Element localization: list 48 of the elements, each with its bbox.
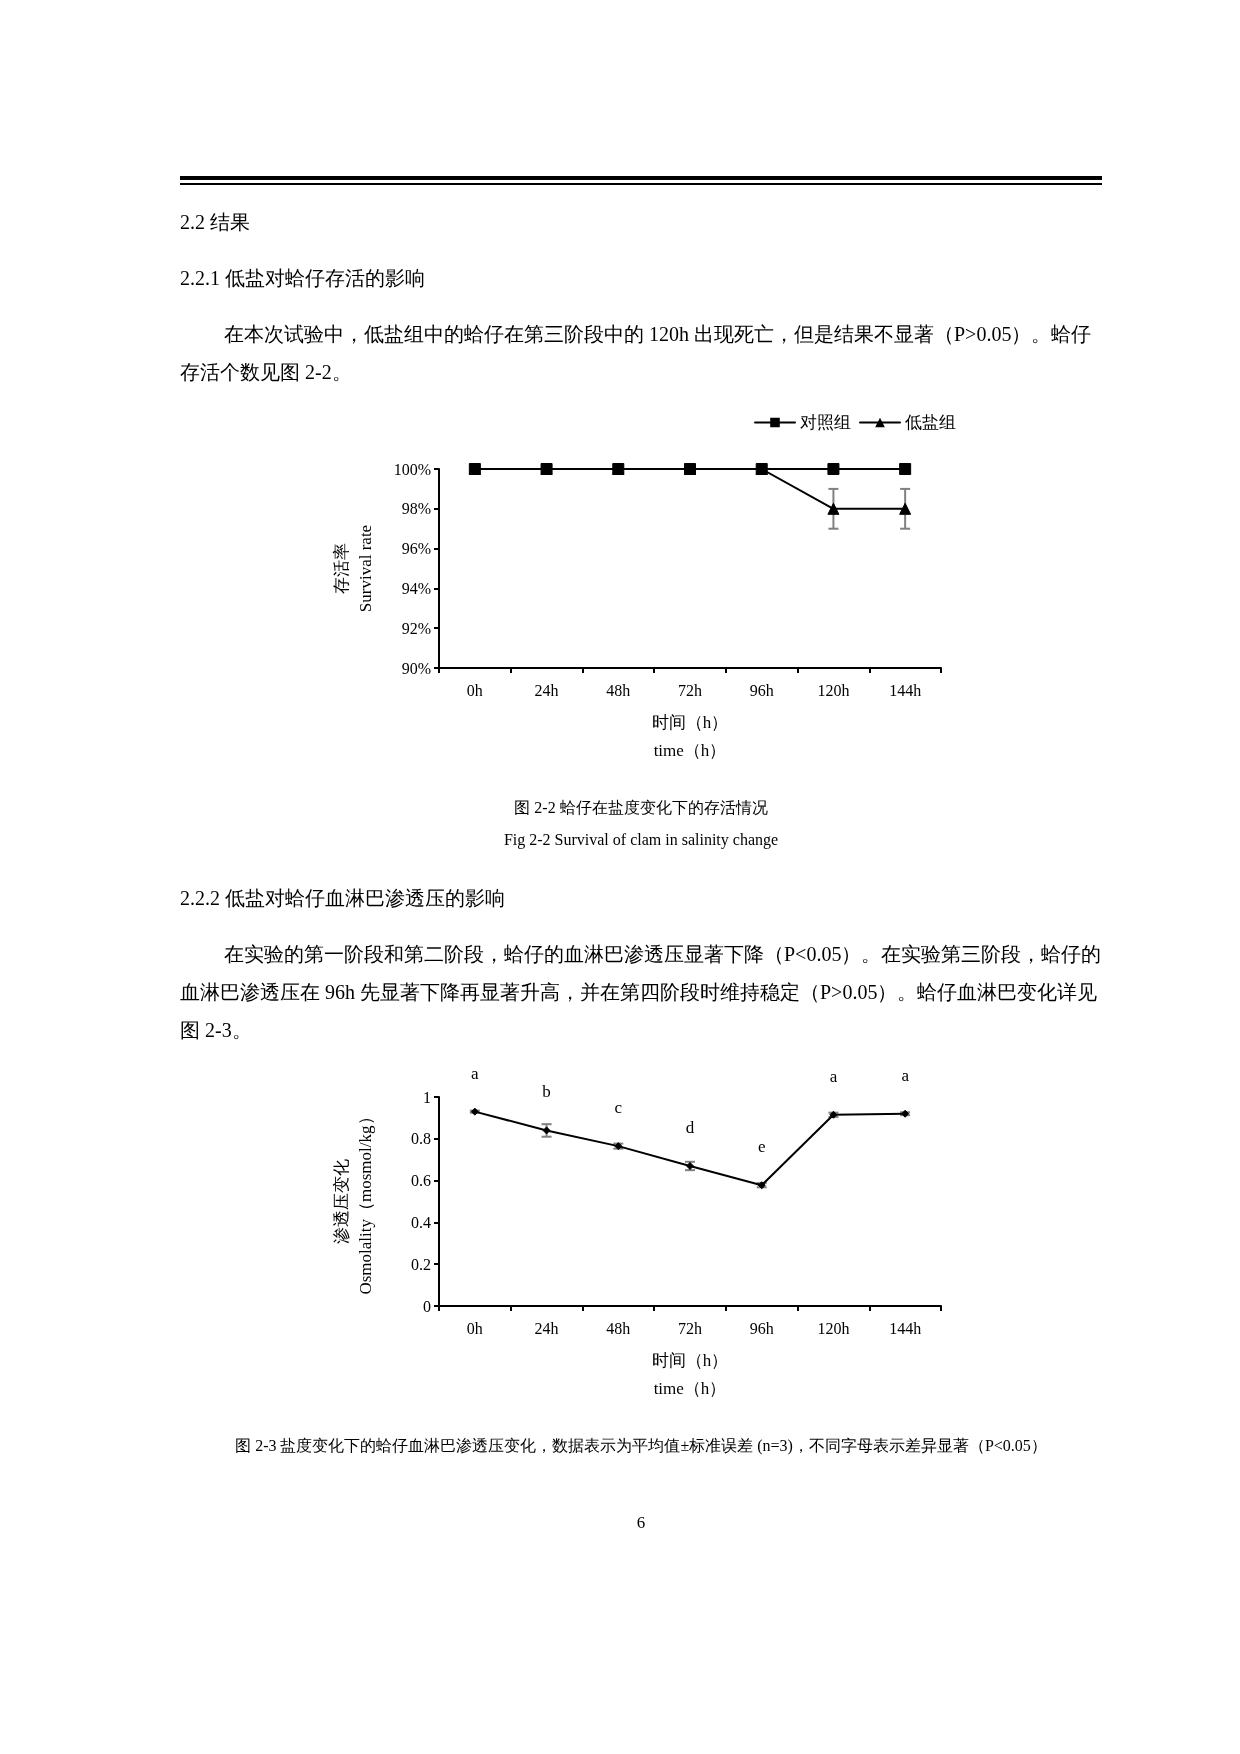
y-tick-label: 0.8 xyxy=(411,1130,431,1148)
x-axis-title: 时间（h） time（h） xyxy=(651,712,729,760)
y-tick-label: 98% xyxy=(401,500,431,518)
text: 图 2-2 蛤仔在盐度变化下的存活情况 xyxy=(513,798,769,818)
legend-label: 对照组 xyxy=(800,413,851,432)
y-tick-label: 0.4 xyxy=(411,1213,431,1231)
y-tick-label: 96% xyxy=(401,540,431,558)
annotation: e xyxy=(757,1137,766,1157)
x-tick-label: 96h xyxy=(749,681,774,699)
legend-label: 低盐组 xyxy=(905,413,956,432)
annotation: c xyxy=(614,1098,623,1118)
x-tick-label: 120h xyxy=(817,1319,850,1337)
x-tick-label: 144h xyxy=(889,1319,922,1337)
y-tick-label: 90% xyxy=(401,659,431,677)
x-tick-label: 72h xyxy=(678,1319,702,1337)
x-tick-label: 96h xyxy=(749,1319,774,1337)
x-tick-label: 24h xyxy=(534,1319,559,1337)
y-axis-title: 渗透压变化 Osmolality（mosmol/kg） xyxy=(331,1108,375,1295)
y-axis-title: 存活率 Survival rate xyxy=(331,524,375,613)
y-tick-label: 94% xyxy=(401,579,431,597)
text: 在本次试验中，低盐组中的蛤仔在第三阶段中的 120h 出现死亡，但是结果不显著（P>0.05）。蛤仔存活个数见图 2-2。 xyxy=(180,322,1093,385)
x-tick-label: 0h xyxy=(466,1319,483,1337)
x-tick-label: 24h xyxy=(534,681,559,699)
annotation: a xyxy=(901,1065,910,1085)
y-tick-label: 92% xyxy=(401,619,431,637)
x-tick-label: 48h xyxy=(606,1319,631,1337)
text: 图 2-3 盐度变化下的蛤仔血淋巴渗透压变化，数据表示为平均值±标准误差 (n=3)，不同字母表示差异显著（P<0.05） xyxy=(234,1436,1048,1457)
annotation: a xyxy=(829,1066,838,1086)
x-axis-title: 时间（h） time（h） xyxy=(651,1350,729,1398)
text: 2.2.1 低盐对蛤仔存活的影响 xyxy=(180,266,426,291)
x-tick-label: 144h xyxy=(889,681,922,699)
text: 在实验的第一阶段和第二阶段，蛤仔的血淋巴渗透压显著下降（P<0.05）。在实验第三阶段，蛤仔的血淋巴渗透压在 96h 先显著下降再显著升高，并在第四阶段时维持稳定（P>0.05）。蛤仔血淋巴变化详见图 2-3。 xyxy=(180,942,1102,1043)
annotation: b xyxy=(542,1082,551,1102)
text: Fig 2-2 Survival of clam in salinity change xyxy=(502,831,780,849)
x-tick-label: 48h xyxy=(606,681,631,699)
x-tick-label: 120h xyxy=(817,681,850,699)
x-tick-label: 72h xyxy=(678,681,702,699)
y-tick-label: 0.6 xyxy=(411,1172,431,1190)
text: 2.2 结果 xyxy=(180,210,251,235)
annotation: d xyxy=(685,1117,695,1137)
annotation: a xyxy=(471,1063,480,1083)
y-tick-label: 1 xyxy=(423,1088,431,1106)
text: 6 xyxy=(635,1513,647,1533)
y-tick-label: 100% xyxy=(393,460,431,478)
text: 2.2.2 低盐对蛤仔血淋巴渗透压的影响 xyxy=(180,886,506,911)
x-tick-label: 0h xyxy=(466,681,483,699)
y-tick-label: 0.2 xyxy=(411,1255,431,1273)
y-tick-label: 0 xyxy=(423,1297,431,1315)
